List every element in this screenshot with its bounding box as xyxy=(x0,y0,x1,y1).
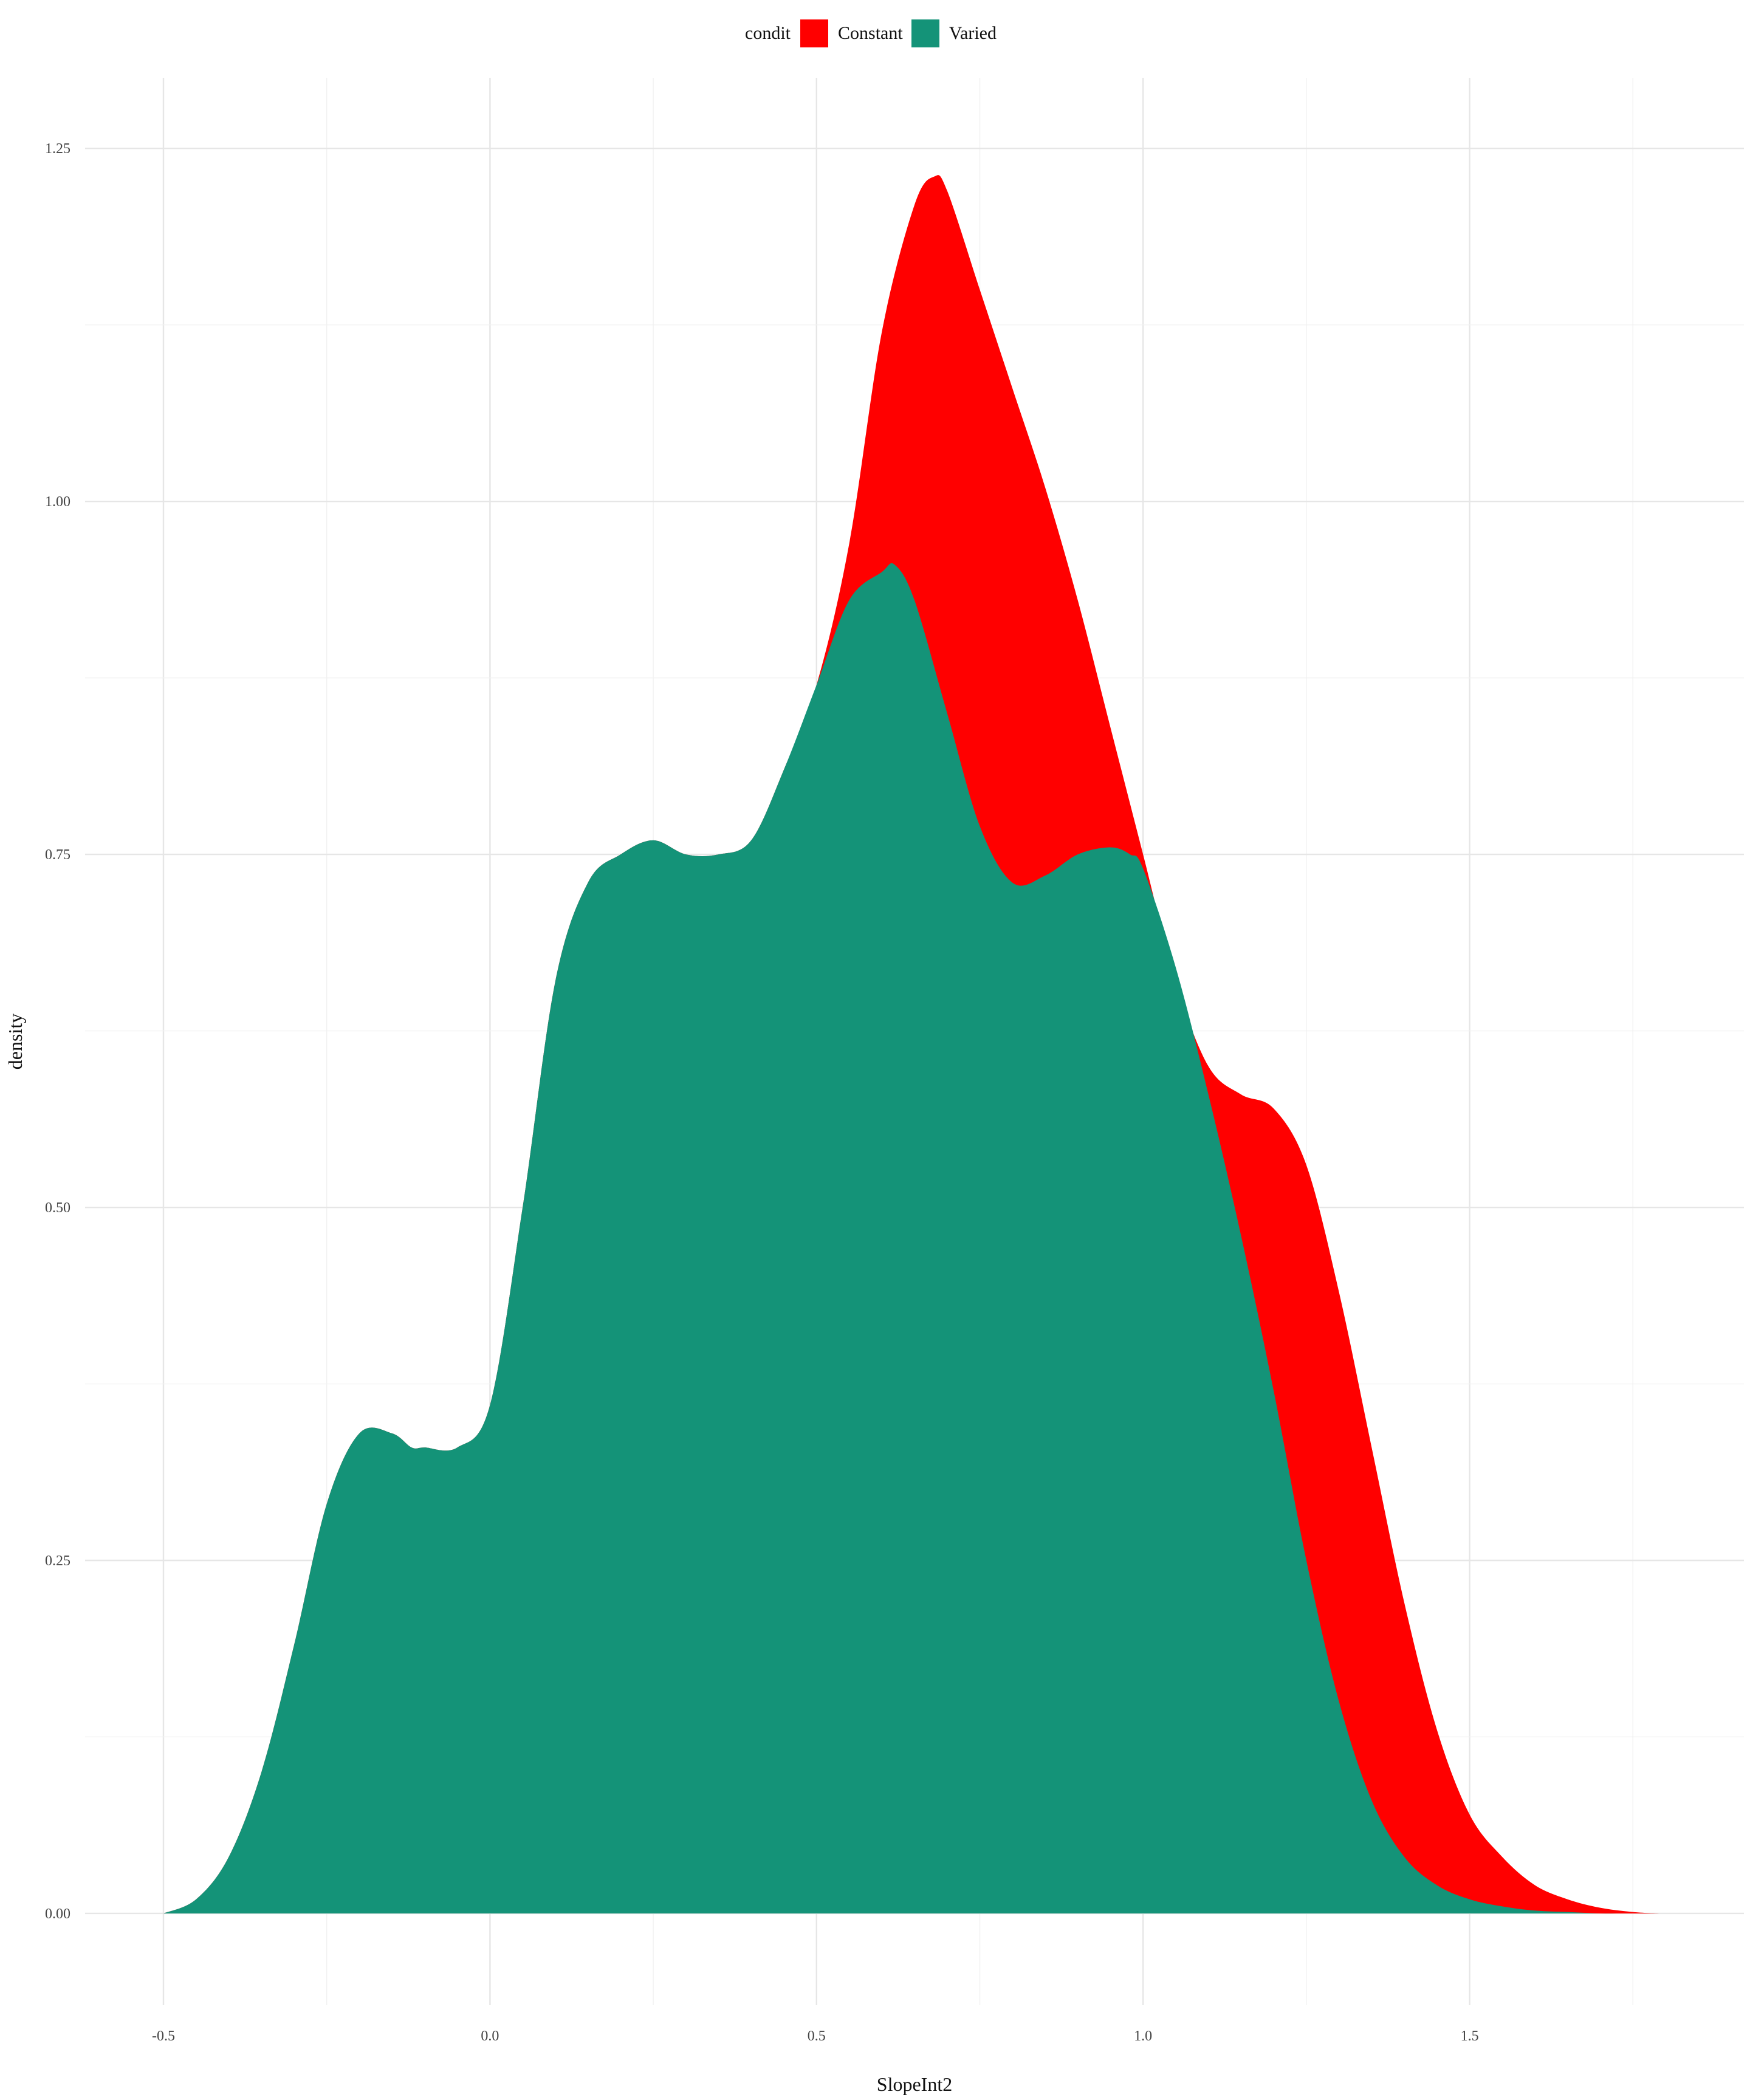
density-area-varied xyxy=(163,563,1659,1914)
legend-swatch-constant xyxy=(800,19,829,47)
y-tick-label: 1.00 xyxy=(45,494,70,510)
legend-item-constant: Constant xyxy=(800,19,903,47)
x-tick-label: 1.0 xyxy=(1134,2028,1152,2044)
y-tick-label: 0.75 xyxy=(45,847,70,863)
y-tick-label: 0.25 xyxy=(45,1553,70,1569)
legend-title: condit xyxy=(745,23,791,43)
y-axis-title: density xyxy=(4,1014,26,1069)
density-areas xyxy=(163,175,1659,1914)
y-tick-label: 0.50 xyxy=(45,1200,70,1216)
x-tick-label: -0.5 xyxy=(152,2028,175,2044)
legend-swatch-varied xyxy=(911,19,939,47)
legend-label-varied: Varied xyxy=(949,23,997,43)
tick-labels: -0.5 0.0 0.5 1.0 1.5 0.00 0.25 0.50 0.75 1.00 1.25 xyxy=(45,141,1479,2044)
legend-label-constant: Constant xyxy=(838,23,903,43)
y-tick-label: 0.00 xyxy=(45,1906,70,1922)
x-tick-label: 0.0 xyxy=(481,2028,499,2044)
x-tick-label: 0.5 xyxy=(808,2028,826,2044)
legend-item-varied: Varied xyxy=(911,19,997,47)
y-tick-label: 1.25 xyxy=(45,141,70,157)
x-axis-title: SlopeInt2 xyxy=(877,2073,952,2095)
legend: condit Constant Varied xyxy=(0,18,1750,49)
x-tick-label: 1.5 xyxy=(1461,2028,1479,2044)
